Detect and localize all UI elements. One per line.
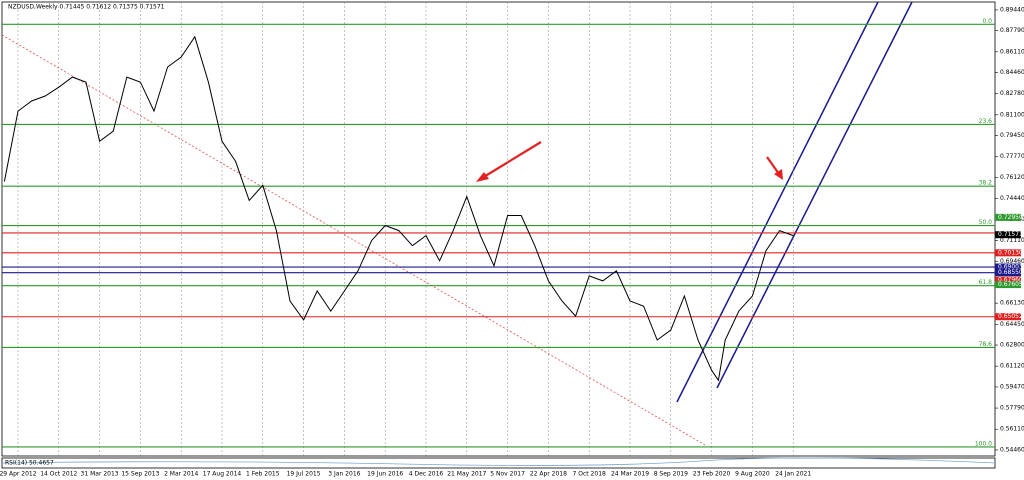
x-tick-label: 8 Sep 2019 <box>654 471 688 478</box>
x-tick-label: 17 Aug 2014 <box>203 471 242 478</box>
price-tag-label: 0.69003 <box>998 264 1023 271</box>
y-tick-label: 0.59470 <box>1000 383 1024 390</box>
rsi-line <box>1 457 996 466</box>
price-tag <box>995 276 1021 284</box>
y-tick-label: 0.77770 <box>1000 153 1024 160</box>
fib-label: 61.8 <box>979 279 993 286</box>
x-tick-label: 15 Sep 2013 <box>121 471 159 478</box>
price-tag-label: 0.65052 <box>998 313 1023 320</box>
price-tag-label: 0.70130 <box>998 249 1023 256</box>
x-tick-label: 31 Mar 2013 <box>81 471 119 478</box>
price-tag-label: 0.68550 <box>998 269 1023 276</box>
channel-line <box>716 1 913 389</box>
x-tick-label: 9 Aug 2020 <box>735 471 770 478</box>
fib-label: 50.0 <box>979 219 993 226</box>
x-tick-label: 7 Oct 2018 <box>573 471 606 478</box>
price-tag <box>995 263 1021 271</box>
arrow <box>766 156 780 175</box>
y-tick-label: 0.79450 <box>1000 132 1024 139</box>
price-tag <box>995 281 1021 289</box>
price-tag <box>995 213 1021 221</box>
chart-title: NZDUSD,Weekly 0.71445 0.71612 0.71375 0.… <box>8 4 165 11</box>
arrow-head <box>476 172 489 182</box>
x-tick-label: 5 Nov 2017 <box>490 471 525 478</box>
y-tick-label: 0.89440 <box>1000 6 1024 13</box>
y-tick-label: 0.69460 <box>1000 258 1024 265</box>
arrow <box>481 141 542 179</box>
x-tick-label: 3 Jan 2016 <box>328 471 360 478</box>
fib-label: 38.2 <box>979 180 993 187</box>
x-tick-label: 4 Dec 2016 <box>409 471 444 478</box>
plot-frame <box>1 1 996 457</box>
y-tick-label: 0.66130 <box>1000 300 1024 307</box>
x-tick-label: 14 Oct 2012 <box>40 471 77 478</box>
x-tick-label: 1 Feb 2015 <box>246 471 280 478</box>
indicator-label: RSI(14) 50.4657 <box>5 460 54 467</box>
y-tick-label: 0.71110 <box>1000 237 1024 244</box>
rsi-pane <box>1 457 996 469</box>
fib-label: 0.0 <box>982 18 992 25</box>
price-tag-label: 0.72950 <box>998 214 1023 221</box>
fib-label: 78.6 <box>979 341 993 348</box>
x-tick-label: 2 Mar 2014 <box>164 471 198 478</box>
fib-label: 100.0 <box>975 440 992 447</box>
y-tick-label: 0.64450 <box>1000 321 1024 328</box>
price-line <box>3 35 794 382</box>
y-tick-label: 0.81100 <box>1000 111 1024 118</box>
x-tick-label: 24 Mar 2019 <box>611 471 649 478</box>
y-tick-label: 0.86110 <box>1000 48 1024 55</box>
price-tag-label: 0.71571 <box>998 231 1023 238</box>
price-tag-label: 0.67960 <box>998 277 1023 284</box>
y-tick-label: 0.61120 <box>1000 363 1024 370</box>
x-tick-label: 24 Jan 2021 <box>775 471 811 478</box>
y-tick-label: 0.87790 <box>1000 27 1024 34</box>
arrow-head <box>774 169 783 180</box>
price-tag-label: 0.67605 <box>998 281 1023 288</box>
y-tick-label: 0.57790 <box>1000 405 1024 412</box>
y-tick-label: 0.54460 <box>1000 446 1024 453</box>
y-tick-label: 0.82780 <box>1000 90 1024 97</box>
price-tag <box>995 249 1021 257</box>
x-tick-label: 23 Feb 2020 <box>693 471 731 478</box>
price-tag <box>995 231 1021 239</box>
y-tick-label: 0.74440 <box>1000 195 1024 202</box>
x-tick-label: 19 Jul 2015 <box>287 471 321 478</box>
price-tag <box>995 313 1021 321</box>
price-tag <box>995 269 1021 277</box>
y-tick-label: 0.62800 <box>1000 342 1024 349</box>
x-tick-label: 19 Jun 2016 <box>367 471 403 478</box>
y-tick-label: 0.76120 <box>1000 174 1024 181</box>
x-tick-label: 21 May 2017 <box>447 471 486 478</box>
y-tick-label: 0.56110 <box>1000 426 1024 433</box>
x-tick-label: 22 Apr 2018 <box>530 471 567 478</box>
y-tick-label: 0.84460 <box>1000 69 1024 76</box>
x-tick-label: 29 Apr 2012 <box>0 471 37 478</box>
fib-label: 23.6 <box>979 118 993 125</box>
channel-line <box>676 1 879 403</box>
